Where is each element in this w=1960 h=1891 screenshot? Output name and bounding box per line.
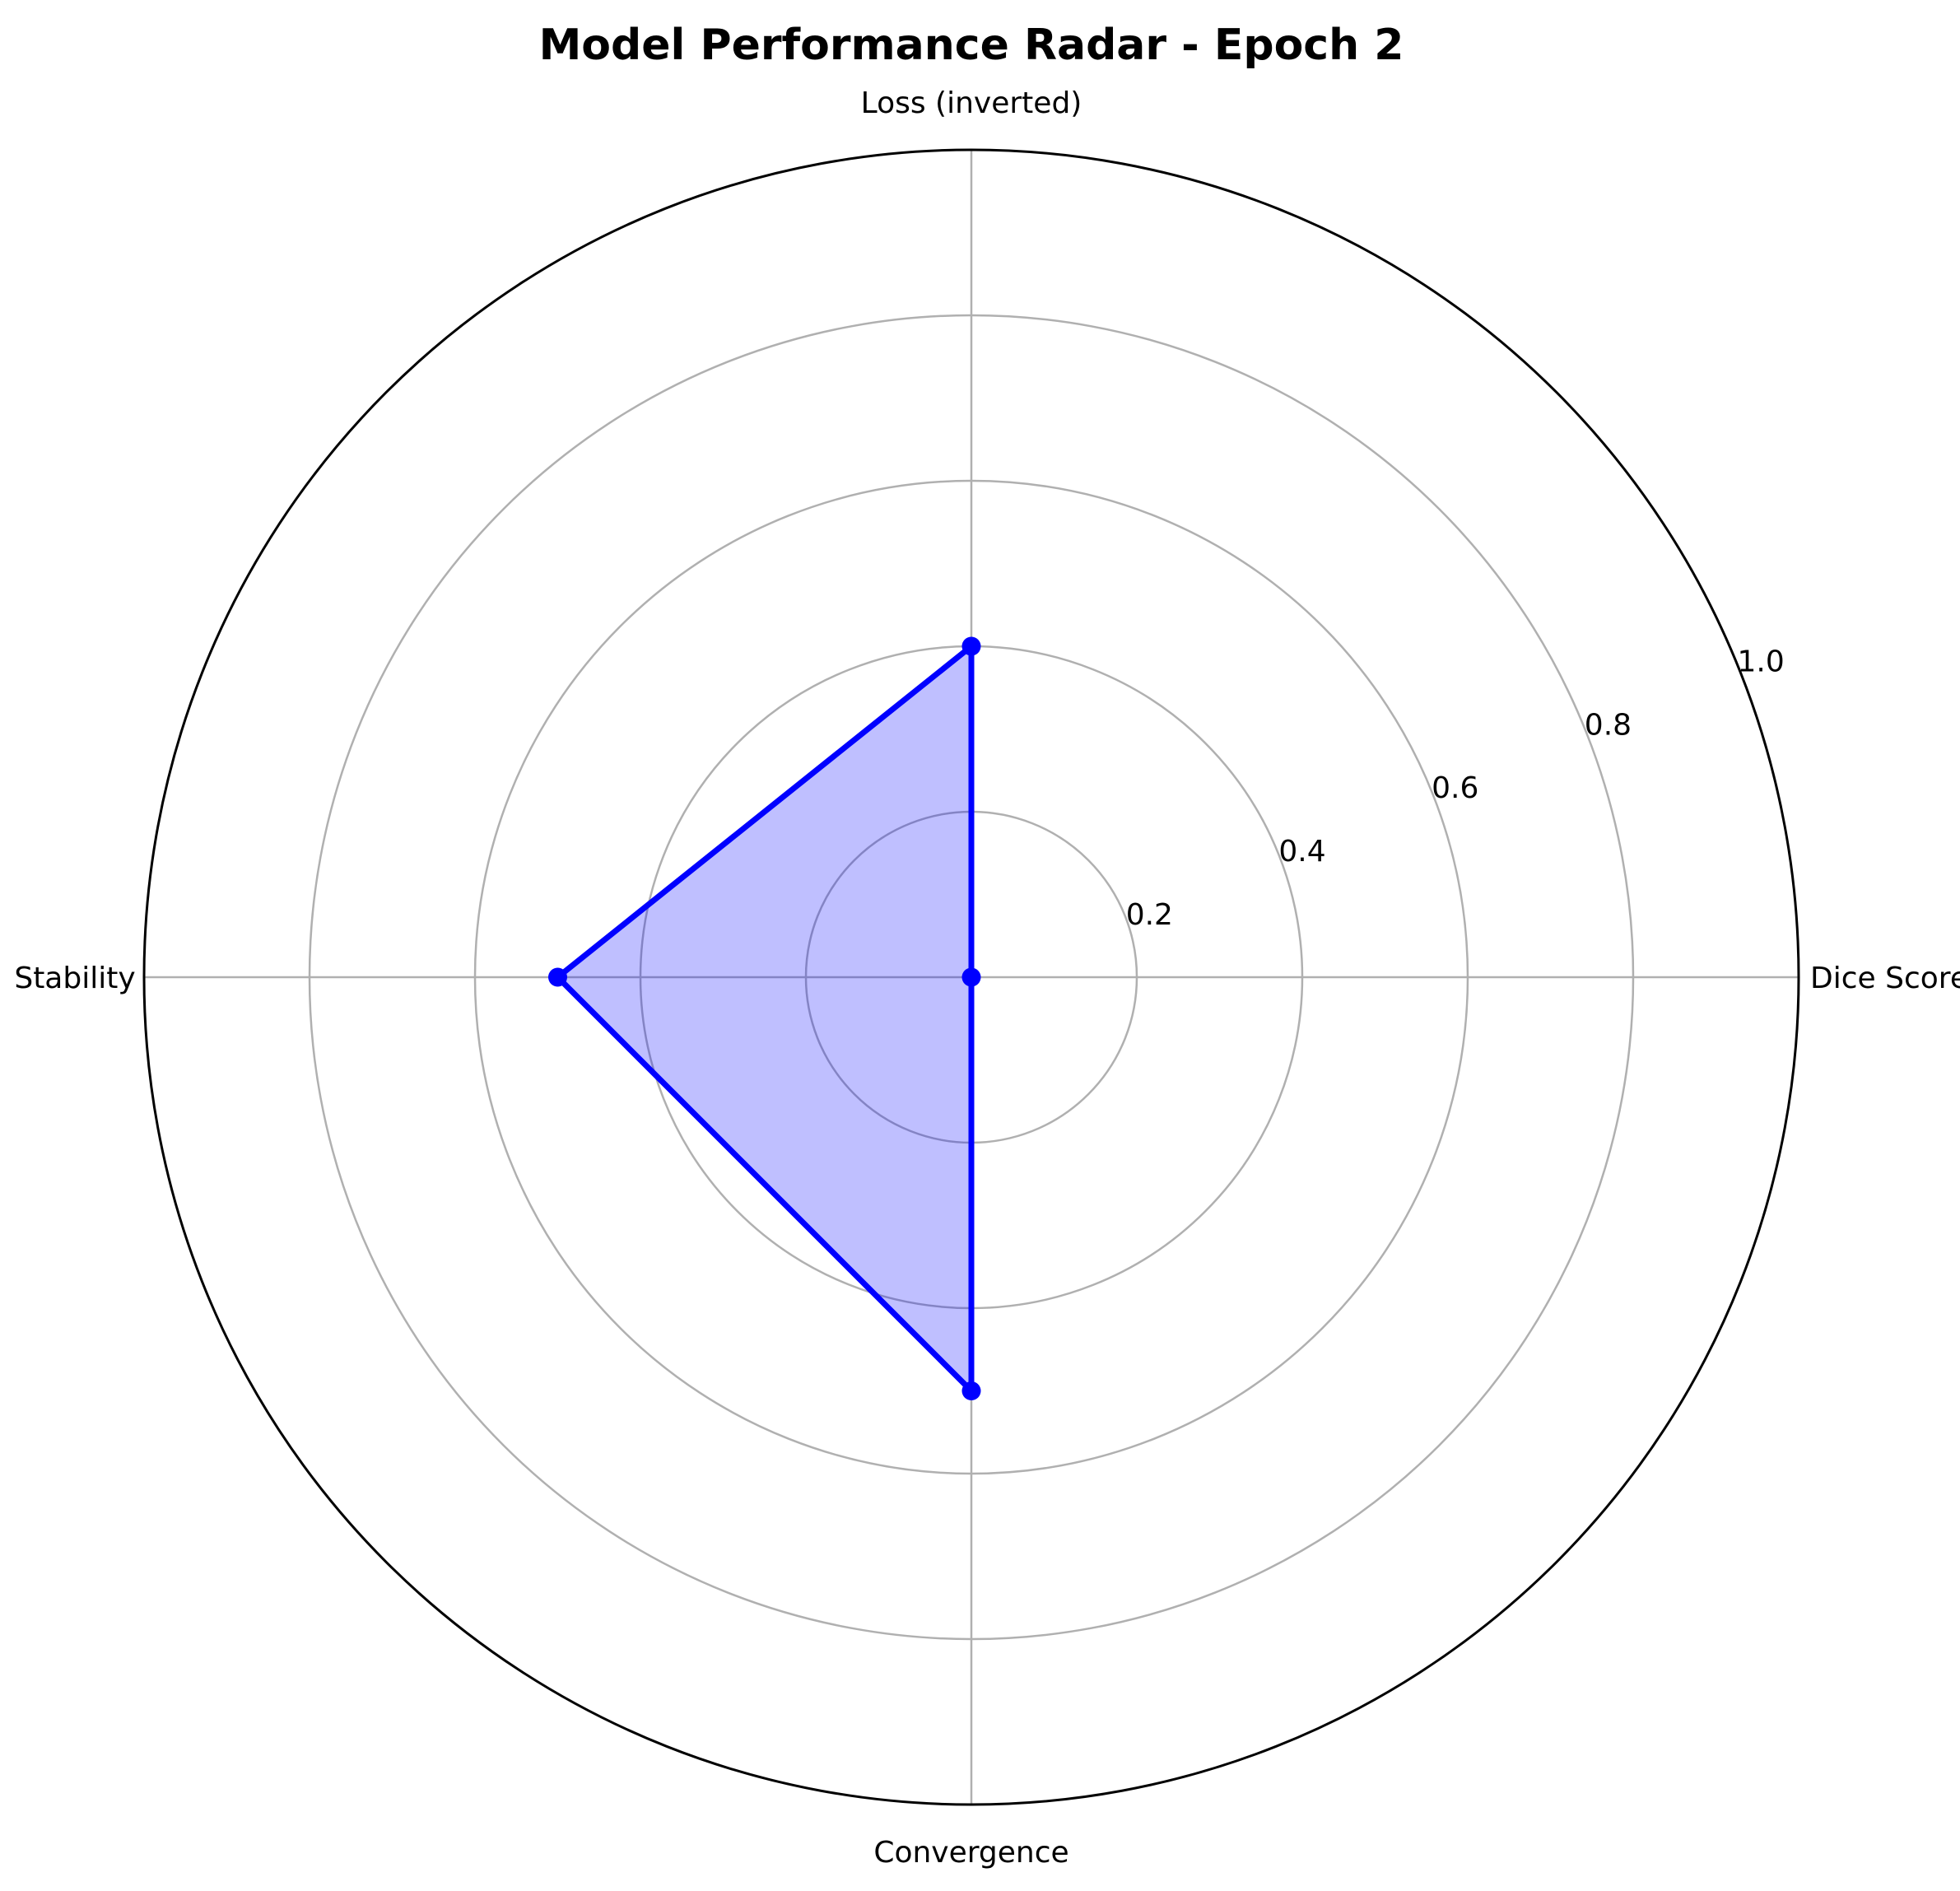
data-point-2 xyxy=(548,967,567,987)
r-tick-label-1.0: 1.0 xyxy=(1737,645,1784,678)
series-area xyxy=(557,646,971,1391)
chart-title: Model Performance Radar - Epoch 2 xyxy=(539,21,1404,70)
label-layer: Dice Score Loss (inverted) Stability Conver… xyxy=(14,86,1960,1870)
series-layer xyxy=(548,636,981,1400)
category-label-1: Loss (inverted) xyxy=(861,86,1082,120)
r-tick-label-0.6: 0.6 xyxy=(1432,771,1478,805)
r-tick-label-0.4: 0.4 xyxy=(1278,835,1325,869)
category-label-3: Convergence xyxy=(873,1836,1068,1870)
r-tick-label-0.2: 0.2 xyxy=(1126,898,1173,932)
data-point-0 xyxy=(961,967,981,987)
category-label-0: Dice Score xyxy=(1810,962,1960,995)
category-label-2: Stability xyxy=(14,962,135,995)
outer-ring xyxy=(142,148,1800,1806)
data-point-3 xyxy=(961,1381,981,1400)
r-tick-label-0.8: 0.8 xyxy=(1585,708,1632,742)
data-point-1 xyxy=(961,636,981,656)
